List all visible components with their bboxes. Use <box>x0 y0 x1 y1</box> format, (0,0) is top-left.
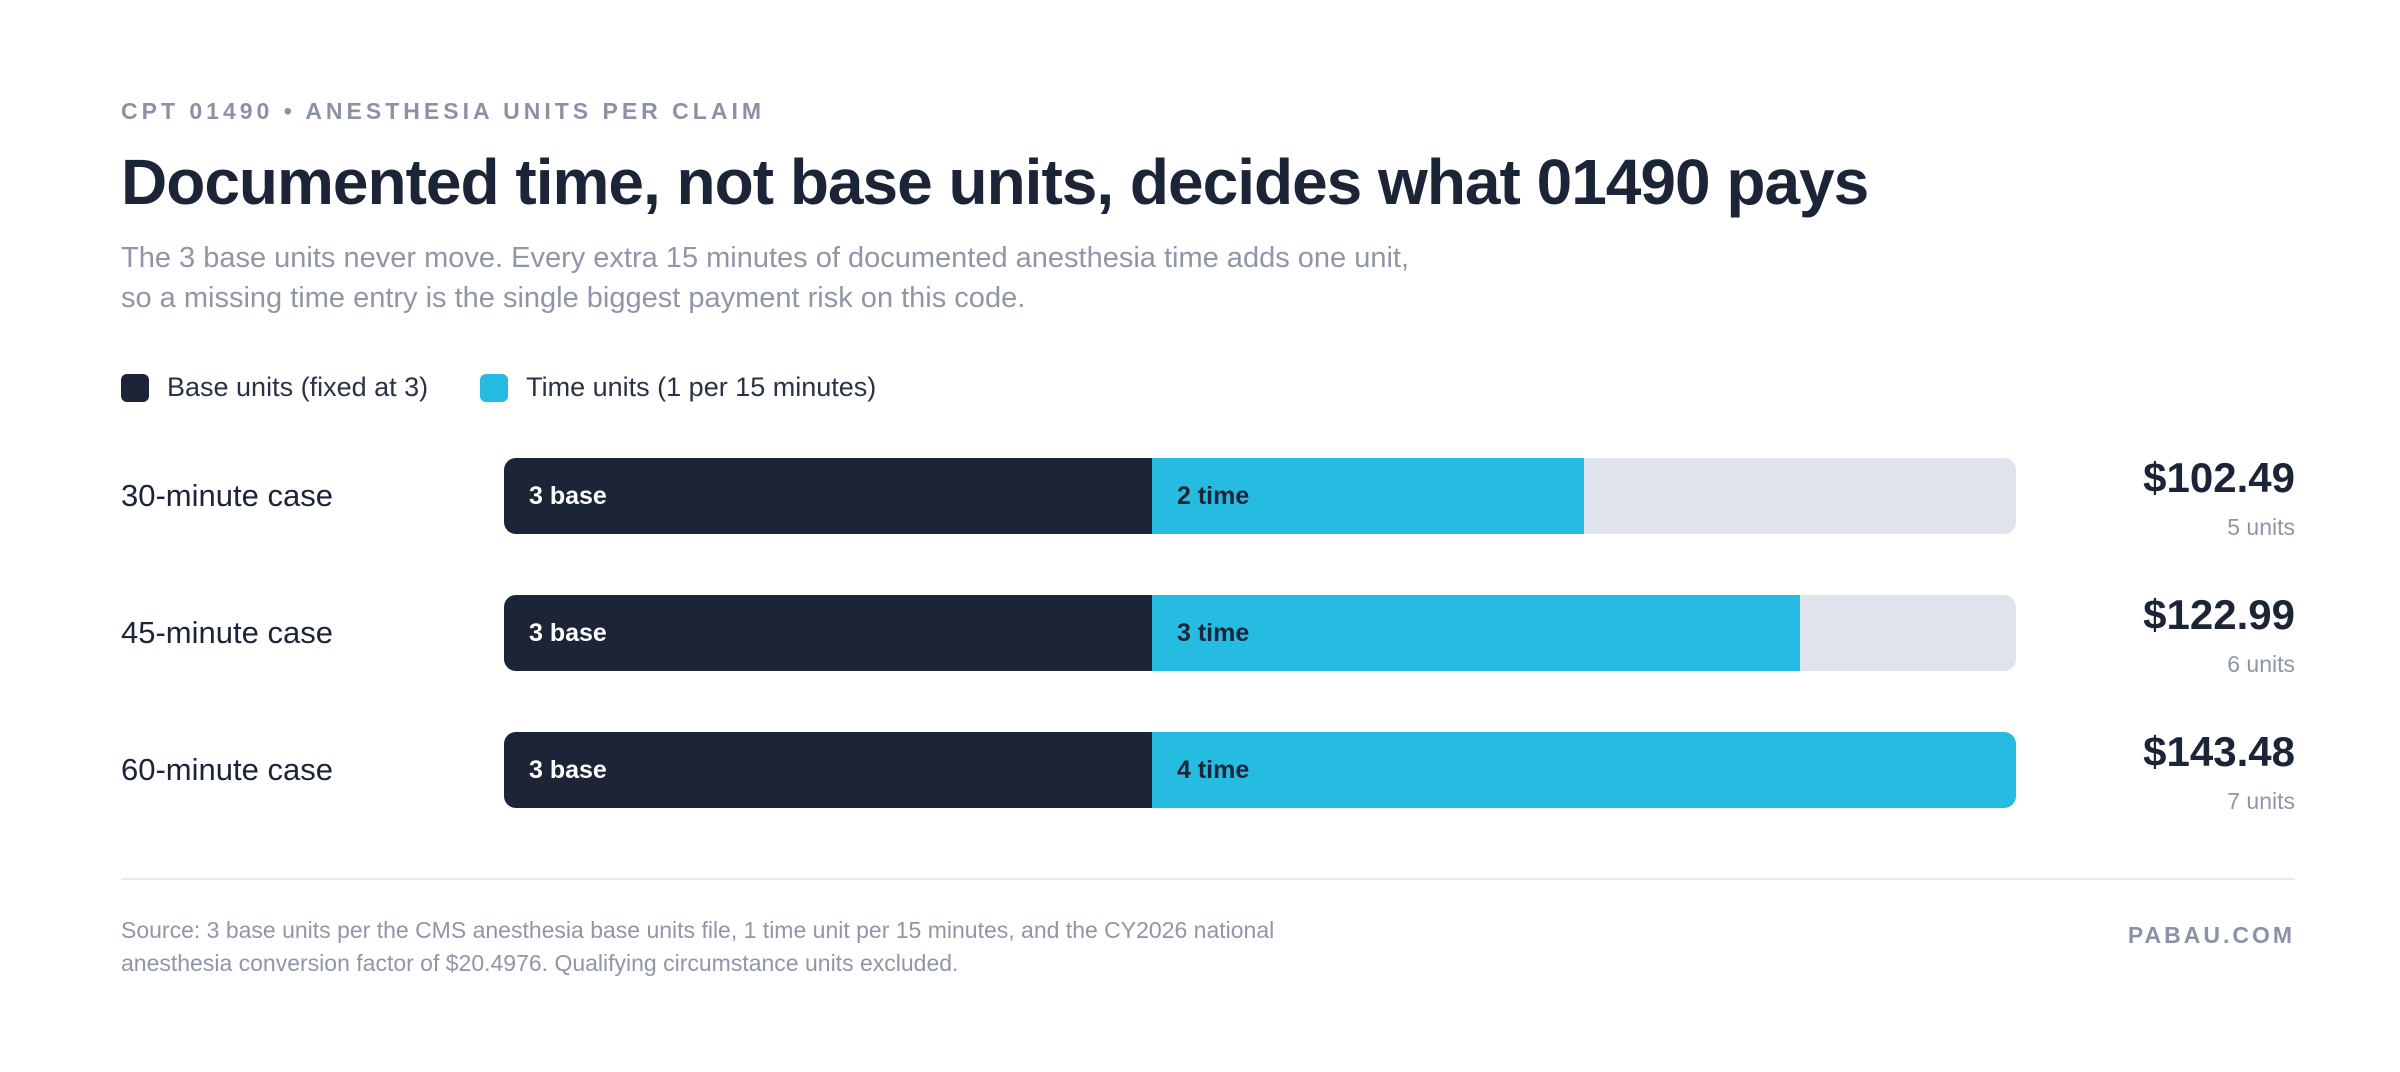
bar-segment-label: 3 base <box>529 756 607 784</box>
legend: Base units (fixed at 3) Time units (1 pe… <box>121 372 928 403</box>
source-note: Source: 3 base units per the CMS anesthe… <box>121 914 1421 980</box>
subtitle-line-1: The 3 base units never move. Every extra… <box>121 242 1410 274</box>
chart-subtitle: The 3 base units never move. Every extra… <box>121 238 1521 318</box>
bar-track: 3 base 2 time <box>504 458 2016 534</box>
brand-mark: PABAU.COM <box>2127 922 2295 948</box>
payment-value: $102.49 <box>2143 454 2295 501</box>
category-label: 45-minute case <box>121 615 333 650</box>
category-label: 30-minute case <box>121 478 333 513</box>
bar-row: 30-minute case 3 base 2 time $102.49 5 units <box>121 454 2295 540</box>
units-total: 6 units <box>2227 651 2295 677</box>
legend-item-base: Base units (fixed at 3) <box>121 372 428 403</box>
bar-segment-base: 3 base <box>504 458 1152 534</box>
eyebrow-label: CPT 01490 • ANESTHESIA UNITS PER CLAIM <box>121 98 765 124</box>
bar-segment-base: 3 base <box>504 595 1152 671</box>
category-label: 60-minute case <box>121 752 333 787</box>
bar-segment-time: 4 time <box>1152 732 2016 808</box>
bar-segment-base: 3 base <box>504 732 1152 808</box>
bar-track: 3 base 3 time <box>504 595 2016 671</box>
chart-card: CPT 01490 • ANESTHESIA UNITS PER CLAIM D… <box>121 0 2295 1072</box>
legend-swatch-base <box>121 373 149 402</box>
subtitle-line-2: so a missing time entry is the single bi… <box>121 282 1026 314</box>
legend-swatch-time <box>480 373 509 402</box>
source-line-1: Source: 3 base units per the CMS anesthe… <box>121 917 1275 943</box>
payment-value: $143.48 <box>2143 728 2295 775</box>
bar-row: 45-minute case 3 base 3 time $122.99 6 units <box>121 591 2295 677</box>
bar-row: 60-minute case 3 base 4 time $143.48 7 units <box>121 728 2295 814</box>
bar-track: 3 base 4 time <box>504 732 2016 808</box>
bar-segment-label: 3 time <box>1177 619 1250 647</box>
bar-segment-label: 3 base <box>529 619 607 647</box>
bar-segment-time: 2 time <box>1152 458 1584 534</box>
footer-divider <box>121 878 2295 880</box>
legend-item-time: Time units (1 per 15 minutes) <box>480 372 876 403</box>
chart-title: Documented time, not base units, decides… <box>121 146 1869 218</box>
legend-label-base: Base units (fixed at 3) <box>167 372 429 402</box>
bar-segment-time: 3 time <box>1152 595 1800 671</box>
bar-segment-label: 3 base <box>529 482 607 510</box>
units-total: 7 units <box>2227 788 2295 814</box>
legend-label-time: Time units (1 per 15 minutes) <box>526 372 877 402</box>
bar-segment-label: 4 time <box>1177 756 1250 784</box>
bar-segment-label: 2 time <box>1177 482 1250 510</box>
payment-value: $122.99 <box>2143 591 2295 638</box>
units-total: 5 units <box>2227 514 2295 540</box>
source-line-2: anesthesia conversion factor of $20.4976… <box>121 950 959 976</box>
